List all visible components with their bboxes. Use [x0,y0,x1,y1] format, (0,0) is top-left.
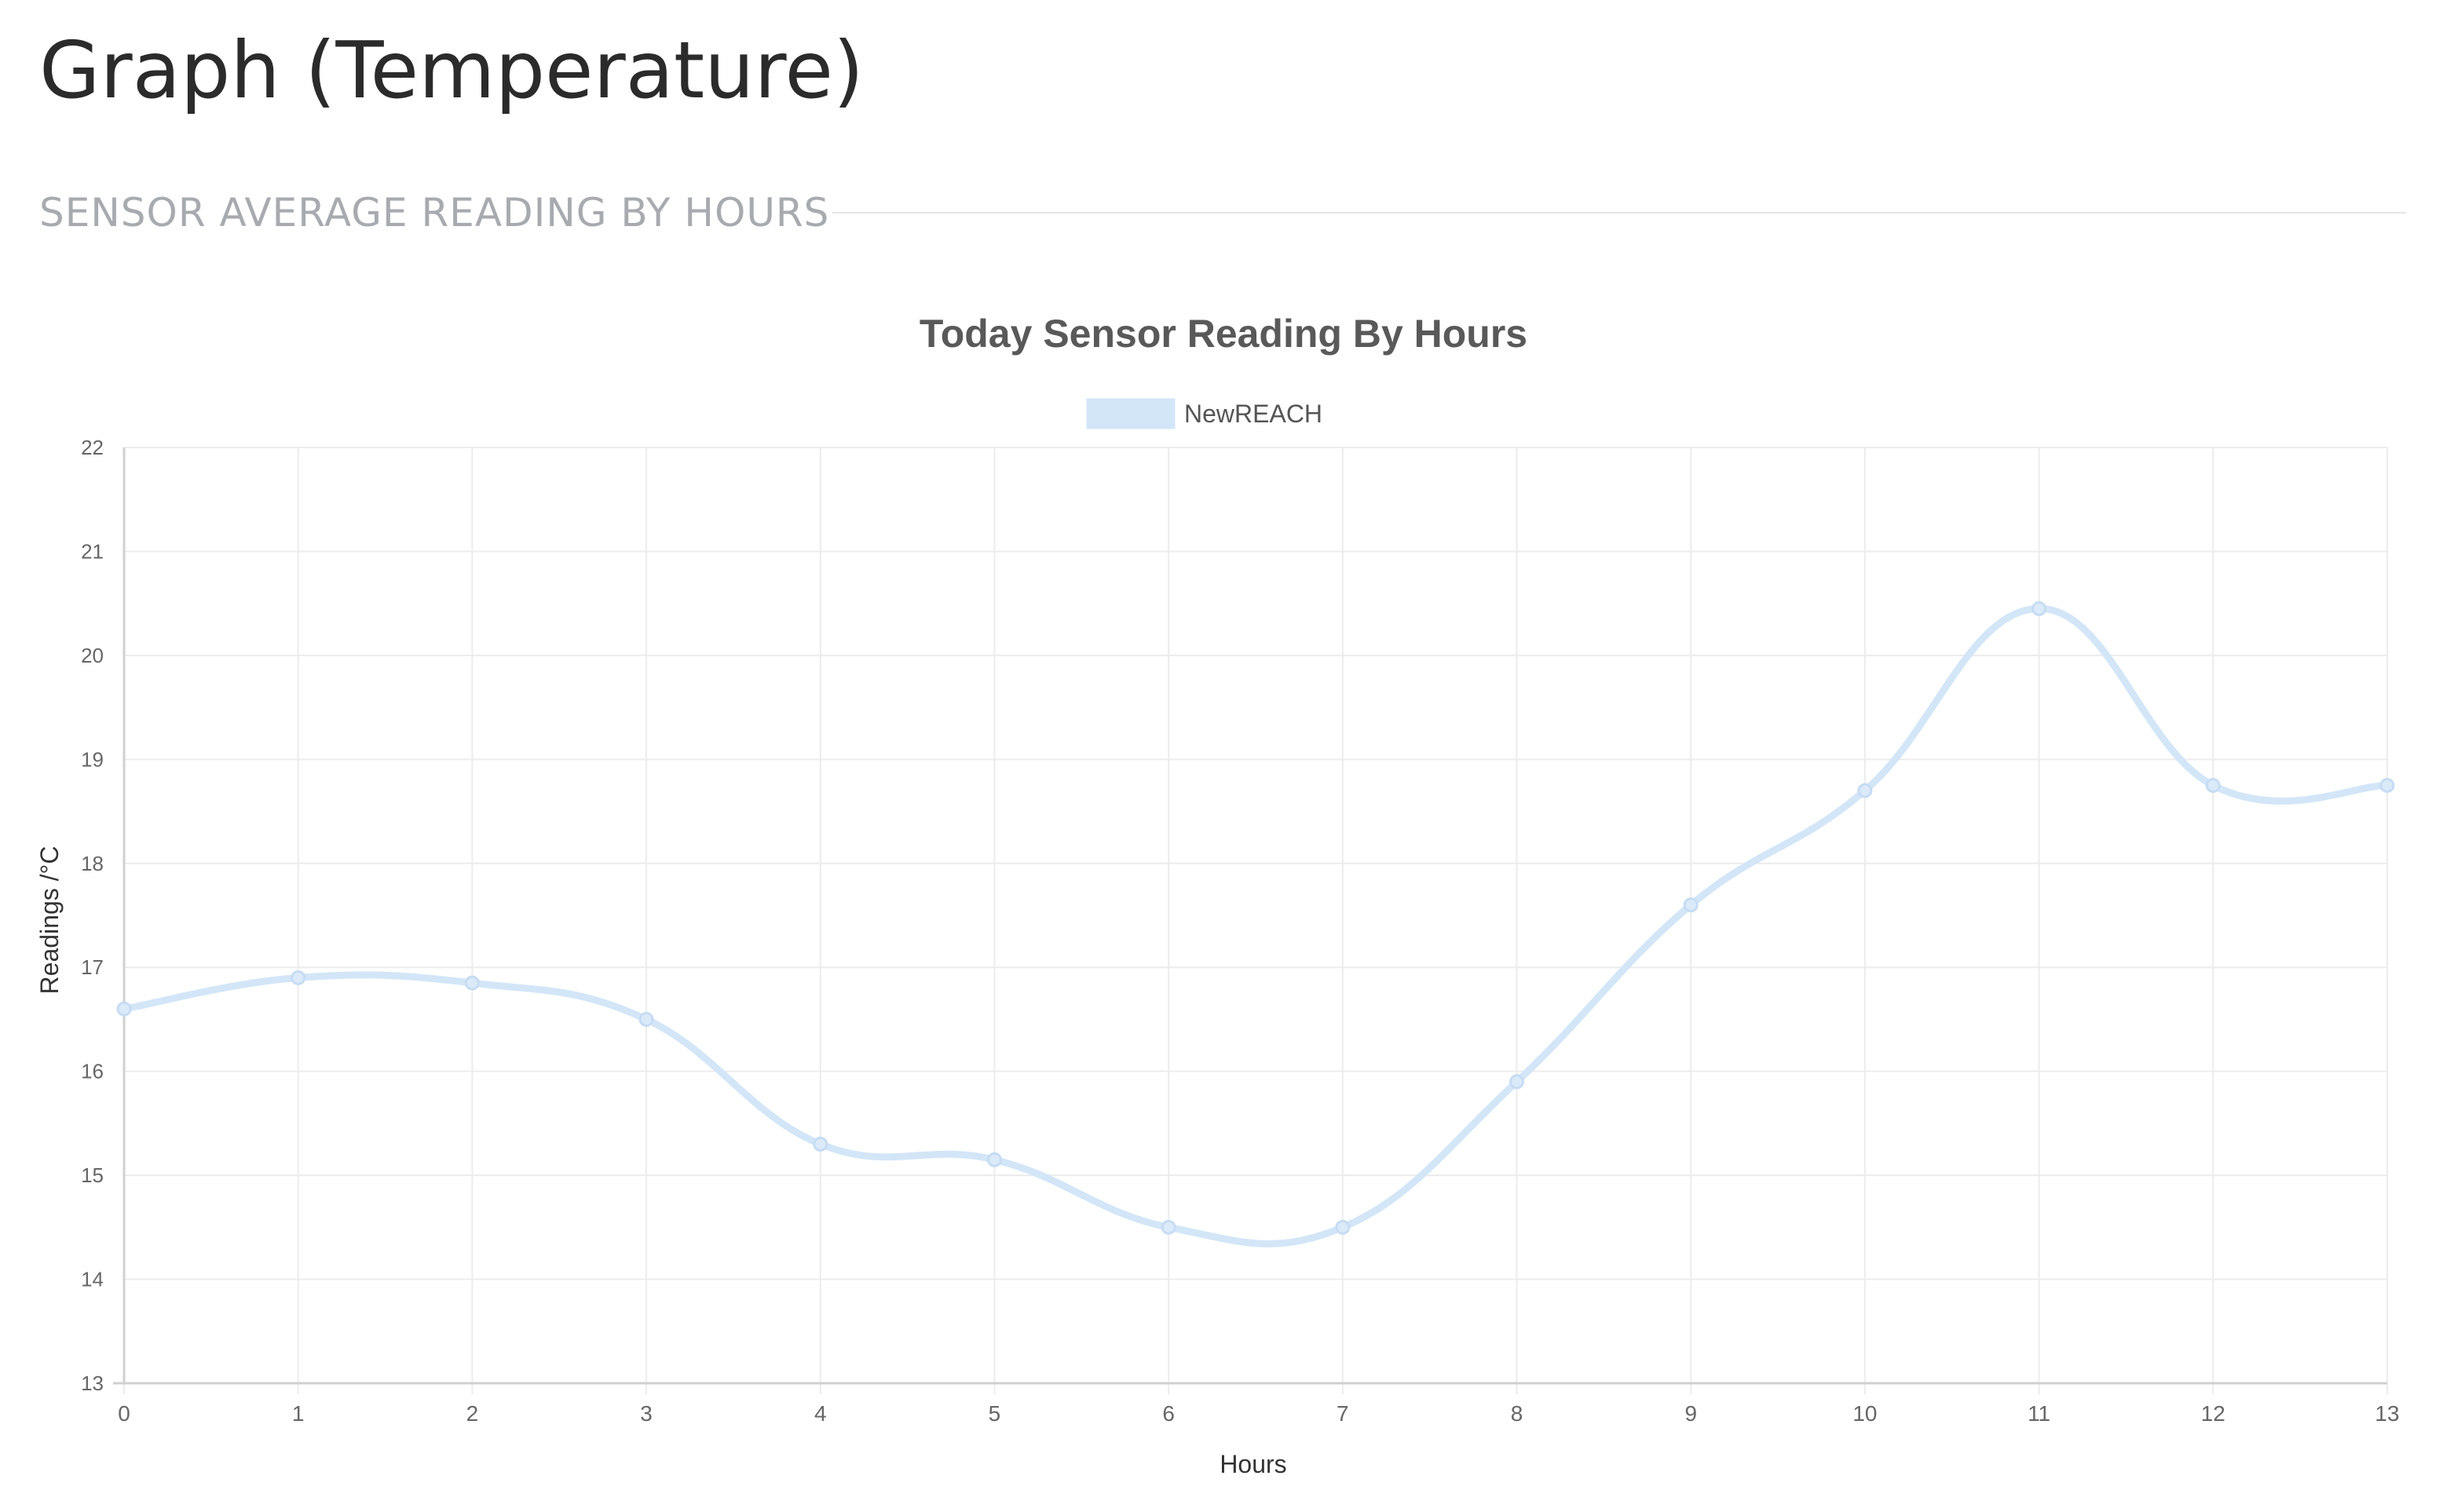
y-tick-label: 22 [81,436,104,459]
y-tick-label: 19 [81,747,104,771]
data-point[interactable] [1857,783,1873,798]
data-point[interactable] [1161,1219,1176,1235]
x-tick-label: 2 [466,1401,479,1426]
x-tick-label: 10 [1852,1401,1877,1426]
chart-grid [123,447,2388,1394]
data-point[interactable] [638,1011,654,1027]
data-point[interactable] [2379,777,2395,793]
chart-legend[interactable]: NewREACH [1086,398,1322,429]
chart-title: Today Sensor Reading By Hours [920,312,1527,356]
section-divider [832,212,2406,214]
data-point[interactable] [464,975,480,991]
page-title: Graph (Temperature) [39,24,864,116]
y-tick-label: 21 [81,539,104,563]
x-tick-label: 12 [2201,1401,2225,1426]
y-tick-label: 16 [81,1060,104,1083]
data-point[interactable] [291,970,306,985]
x-tick-label: 4 [814,1401,827,1426]
y-tick-label: 13 [81,1371,104,1395]
chart-axes [113,447,2387,1385]
data-point[interactable] [1335,1219,1351,1235]
section-subtitle: SENSOR AVERAGE READING BY HOURS [39,190,830,236]
x-tick-label: 13 [2375,1401,2399,1426]
y-tick-label: 17 [81,955,104,979]
y-tick-label: 20 [81,644,104,667]
x-tick-label: 11 [2028,1401,2050,1426]
data-point[interactable] [813,1136,828,1152]
legend-label: NewREACH [1184,400,1322,428]
y-axis-ticks: 13 14 15 16 17 18 19 20 21 22 [81,436,104,1395]
x-tick-label: 3 [640,1401,653,1426]
y-tick-label: 14 [81,1268,104,1291]
x-tick-label: 5 [989,1401,1001,1426]
section-header: SENSOR AVERAGE READING BY HOURS [39,185,2406,240]
legend-swatch [1086,398,1176,429]
y-axis-title: Readings /°C [35,846,64,995]
series-layer [116,601,2395,1247]
series-line-0 [120,604,2391,1247]
x-tick-label: 0 [118,1401,130,1426]
x-axis-title: Hours [1220,1450,1286,1478]
x-tick-label: 9 [1684,1401,1697,1426]
data-point[interactable] [2031,601,2047,616]
x-tick-label: 8 [1511,1401,1523,1426]
y-tick-label: 18 [81,852,104,875]
x-tick-label: 7 [1337,1401,1349,1426]
data-point[interactable] [986,1152,1002,1167]
x-tick-label: 1 [292,1401,305,1426]
x-axis-ticks: 0 1 2 3 4 5 6 7 8 9 10 11 12 13 [118,1401,2399,1426]
x-tick-label: 6 [1162,1401,1175,1426]
data-point[interactable] [2205,777,2221,793]
y-tick-label: 15 [81,1163,104,1187]
data-point[interactable] [1509,1074,1525,1090]
data-point[interactable] [1683,897,1699,913]
data-point[interactable] [116,1001,132,1017]
